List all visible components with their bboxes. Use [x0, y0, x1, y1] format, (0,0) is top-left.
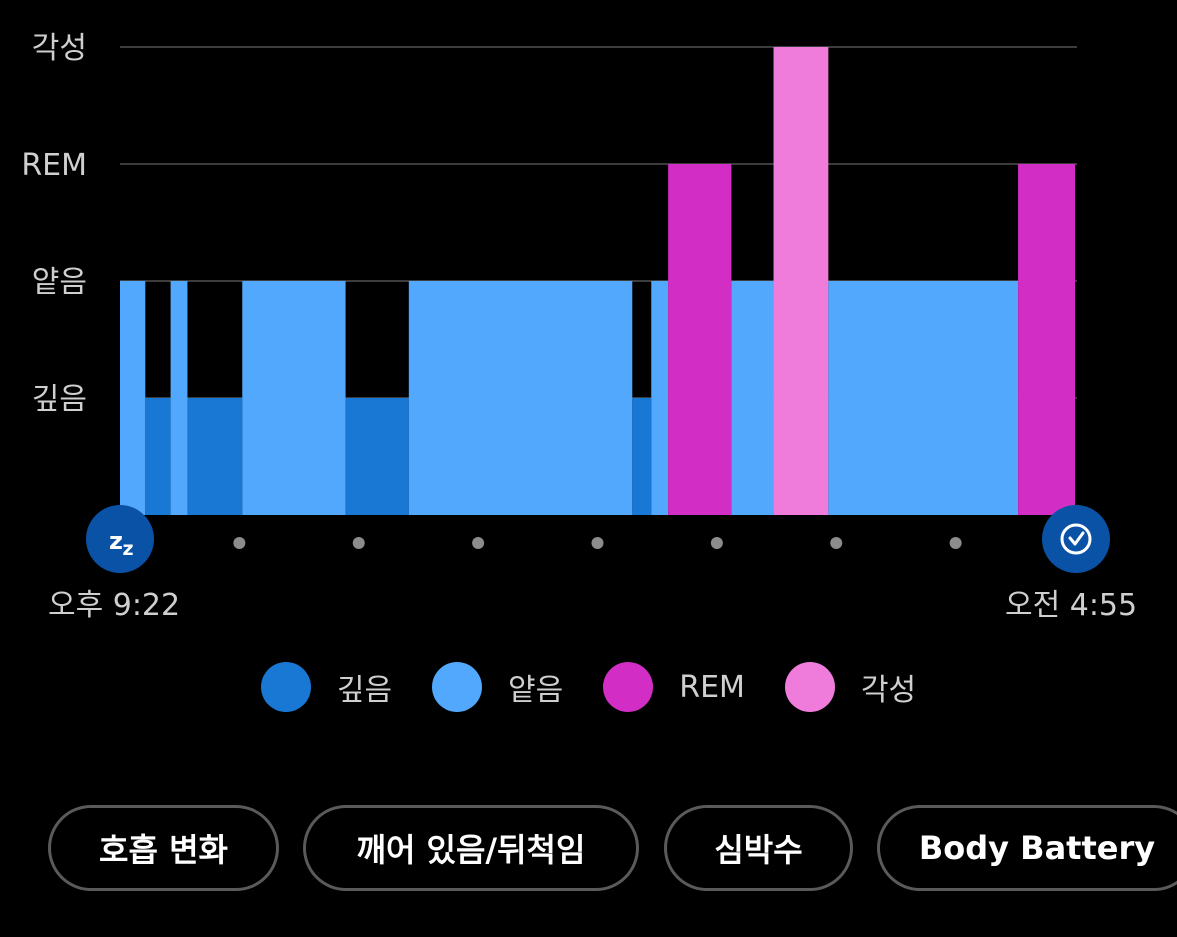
end-time-label: 오전 4:55 [1005, 588, 1138, 623]
y-tick-label: 얕음 [32, 265, 87, 300]
legend-item-awake: 각성 [784, 662, 917, 712]
legend-item-rem: REM [603, 662, 745, 712]
sleep-segment-bar [408, 281, 633, 515]
legend-item-deep: 깊음 [260, 662, 393, 712]
y-tick-label: 각성 [32, 31, 87, 66]
sleep-zz-icon [86, 505, 154, 573]
time-tick-dot [830, 537, 843, 549]
legend-swatch-rem [603, 662, 654, 712]
time-tick-dot [352, 537, 365, 549]
legend-swatch-light [432, 662, 483, 712]
sleep-segment-bar [345, 398, 409, 515]
legend-swatch-awake [784, 662, 835, 712]
legend-label-rem: REM [679, 669, 745, 705]
sleep-segment-bar [145, 398, 171, 515]
time-tick-dot [949, 537, 962, 549]
time-tick-dot [710, 537, 723, 549]
y-tick-label: 깊음 [32, 382, 87, 417]
respiration-variation-button[interactable]: 호흡 변화 [48, 805, 279, 891]
sleep-zz-icon-glyph: z [109, 527, 123, 555]
start-time-label: 오후 9:22 [48, 588, 181, 623]
time-tick-dot [233, 537, 246, 549]
sleep-segment-bar [120, 281, 146, 515]
metric-chip-bar: 호흡 변화 깨어 있음/뒤척임 심박수 Body Battery [48, 805, 1177, 895]
sleep-segment-bar [632, 398, 652, 515]
sleep-zz-icon-glyph: z [122, 538, 133, 560]
time-tick-dot [472, 537, 485, 549]
heart-rate-button[interactable]: 심박수 [664, 805, 853, 891]
sleep-stage-chart: 깊음 얕음 REM 각성 z z [21, 31, 1110, 573]
sleep-segment-bar [170, 281, 188, 515]
awake-restless-button[interactable]: 깨어 있음/뒤척임 [303, 805, 639, 891]
sleep-segment-bar [773, 47, 829, 515]
sleep-segment-bar [651, 281, 669, 515]
legend-swatch-deep [260, 662, 311, 712]
sleep-segment-bar [187, 398, 243, 515]
body-battery-button[interactable]: Body Battery [877, 805, 1177, 891]
legend-item-light: 얕음 [432, 662, 563, 712]
y-tick-label: REM [21, 148, 87, 183]
sleep-segment-bar [1018, 164, 1075, 515]
legend-label-awake: 각성 [860, 673, 917, 708]
alarm-clock-icon-hands [1068, 531, 1085, 546]
alarm-clock-icon [1042, 505, 1110, 573]
sleep-segment-bar [242, 281, 346, 515]
alarm-clock-icon-face [1060, 523, 1092, 555]
sleep-segment-bar [731, 281, 774, 515]
legend: 깊음 얕음 REM 각성 [0, 660, 1177, 714]
legend-label-deep: 깊음 [336, 673, 393, 708]
time-tick-dot [591, 537, 604, 549]
sleep-segment-bar [828, 281, 1019, 515]
sleep-segment-bar [668, 164, 732, 515]
legend-label-light: 얕음 [508, 673, 564, 708]
